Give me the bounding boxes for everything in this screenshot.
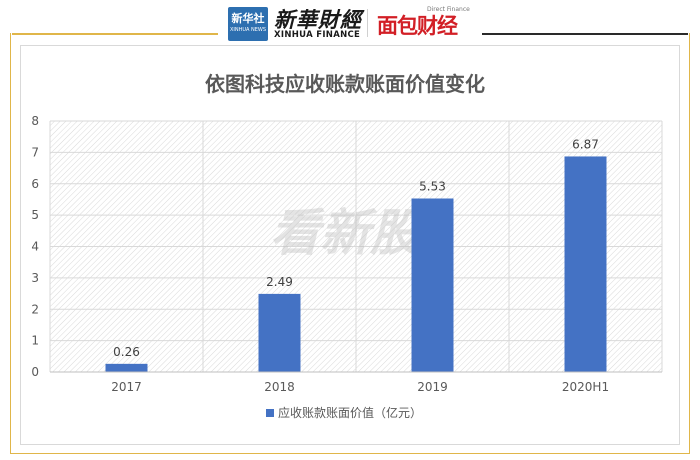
y-tick-label: 7 (31, 145, 39, 159)
legend-label: 应收账款账面价值（亿元） (278, 405, 422, 420)
bars: 0.26 2.49 5.53 6.87 (105, 137, 607, 372)
y-tick-label: 0 (31, 365, 39, 379)
outer-frame (10, 33, 690, 454)
axes: 0 1 2 3 4 5 6 7 8 2017 2018 2019 2020H1 (31, 114, 662, 394)
bar (258, 293, 301, 372)
bar (411, 198, 454, 372)
data-label: 6.87 (572, 137, 599, 151)
y-tick-label: 5 (31, 208, 39, 222)
header-rule-left (12, 33, 218, 35)
header: 新华社 XINHUA NEWS 新華財經 XINHUA FINANCE Dire… (0, 0, 700, 46)
data-label: 5.53 (419, 179, 446, 193)
chart-title: 依图科技应收账款账面价值变化 (205, 72, 485, 96)
legend-swatch (266, 409, 274, 417)
y-tick-label: 8 (31, 114, 39, 128)
bar (564, 156, 607, 372)
legend: 应收账款账面价值（亿元） (266, 405, 422, 420)
y-tick-label: 4 (31, 240, 39, 254)
direct-finance-logo-en: Direct Finance (427, 6, 470, 13)
data-label: 0.26 (113, 345, 140, 359)
y-tick-label: 1 (31, 334, 39, 348)
data-label: 2.49 (266, 275, 293, 289)
x-tick-label: 2017 (111, 380, 142, 394)
y-tick-label: 3 (31, 271, 39, 285)
y-tick-label: 2 (31, 302, 39, 316)
direct-finance-logo-cn: 面包财经 (377, 14, 458, 38)
logo-divider (367, 9, 368, 37)
bar (105, 363, 148, 372)
xinhua-logo-subtext: XINHUA NEWS (229, 27, 267, 33)
xinhua-news-logo: 新华社 XINHUA NEWS (228, 7, 268, 41)
header-rule-right (482, 33, 688, 35)
xinhua-finance-logo-en: XINHUA FINANCE (274, 30, 361, 40)
x-tick-label: 2018 (264, 380, 295, 394)
xinhua-finance-logo-cn: 新華財經 (274, 8, 362, 32)
y-tick-label: 6 (31, 177, 39, 191)
x-tick-label: 2020H1 (562, 380, 609, 394)
x-tick-label: 2019 (417, 380, 448, 394)
watermark: 看新股 (270, 204, 425, 262)
xinhua-logo-text: 新华社 (231, 12, 265, 25)
